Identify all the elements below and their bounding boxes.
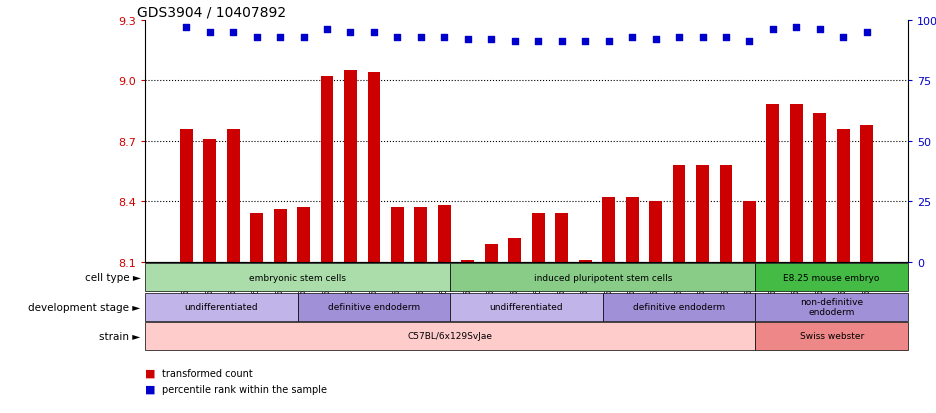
- Bar: [485, 244, 498, 262]
- Bar: [461, 260, 475, 262]
- Point: [742, 39, 757, 46]
- Bar: [696, 166, 709, 262]
- Bar: [673, 166, 685, 262]
- Point: [249, 34, 264, 41]
- Text: cell type ►: cell type ►: [84, 273, 140, 282]
- Text: E8.25 mouse embryo: E8.25 mouse embryo: [783, 273, 880, 282]
- Point: [507, 39, 522, 46]
- Point: [624, 34, 639, 41]
- Point: [202, 29, 217, 36]
- Bar: [368, 73, 380, 262]
- Text: strain ►: strain ►: [99, 331, 140, 341]
- Text: ■: ■: [145, 368, 155, 378]
- Bar: [415, 208, 428, 262]
- Bar: [391, 208, 403, 262]
- Bar: [743, 202, 756, 262]
- Bar: [650, 202, 662, 262]
- Bar: [273, 210, 286, 262]
- Text: embryonic stem cells: embryonic stem cells: [249, 273, 346, 282]
- Point: [578, 39, 592, 46]
- Point: [414, 34, 429, 41]
- Bar: [837, 129, 850, 262]
- Text: undifferentiated: undifferentiated: [184, 302, 258, 311]
- Text: development stage ►: development stage ►: [28, 302, 140, 312]
- Point: [437, 34, 452, 41]
- Point: [484, 37, 499, 43]
- Bar: [767, 105, 780, 262]
- Point: [390, 34, 405, 41]
- Bar: [250, 214, 263, 262]
- Bar: [602, 198, 615, 262]
- Bar: [203, 140, 216, 262]
- Bar: [227, 129, 240, 262]
- Bar: [578, 260, 592, 262]
- Bar: [532, 214, 545, 262]
- Point: [226, 29, 241, 36]
- Point: [531, 39, 546, 46]
- Point: [648, 37, 663, 43]
- Point: [296, 34, 311, 41]
- Text: percentile rank within the sample: percentile rank within the sample: [162, 384, 327, 394]
- Text: GDS3904 / 10407892: GDS3904 / 10407892: [138, 5, 286, 19]
- Point: [859, 29, 874, 36]
- Text: induced pluripotent stem cells: induced pluripotent stem cells: [534, 273, 672, 282]
- Point: [719, 34, 734, 41]
- Point: [343, 29, 358, 36]
- Bar: [813, 113, 826, 262]
- Point: [461, 37, 475, 43]
- Point: [554, 39, 569, 46]
- Point: [367, 29, 382, 36]
- Point: [272, 34, 287, 41]
- Bar: [320, 77, 333, 262]
- Text: ■: ■: [145, 384, 155, 394]
- Text: Swiss webster: Swiss webster: [799, 332, 864, 341]
- Point: [766, 27, 781, 33]
- Point: [836, 34, 851, 41]
- Text: definitive endoderm: definitive endoderm: [328, 302, 420, 311]
- Text: transformed count: transformed count: [162, 368, 253, 378]
- Text: C57BL/6x129SvJae: C57BL/6x129SvJae: [408, 332, 492, 341]
- Point: [671, 34, 686, 41]
- Bar: [344, 71, 357, 262]
- Point: [319, 27, 334, 33]
- Bar: [297, 208, 310, 262]
- Bar: [860, 126, 873, 262]
- Text: undifferentiated: undifferentiated: [490, 302, 563, 311]
- Point: [695, 34, 710, 41]
- Text: non-definitive
endoderm: non-definitive endoderm: [800, 297, 863, 316]
- Point: [789, 25, 804, 31]
- Bar: [180, 129, 193, 262]
- Bar: [438, 206, 451, 262]
- Bar: [720, 166, 733, 262]
- Bar: [555, 214, 568, 262]
- Point: [601, 39, 616, 46]
- Point: [179, 25, 194, 31]
- Text: definitive endoderm: definitive endoderm: [633, 302, 725, 311]
- Bar: [508, 238, 521, 262]
- Bar: [625, 198, 638, 262]
- Point: [812, 27, 827, 33]
- Bar: [790, 105, 803, 262]
